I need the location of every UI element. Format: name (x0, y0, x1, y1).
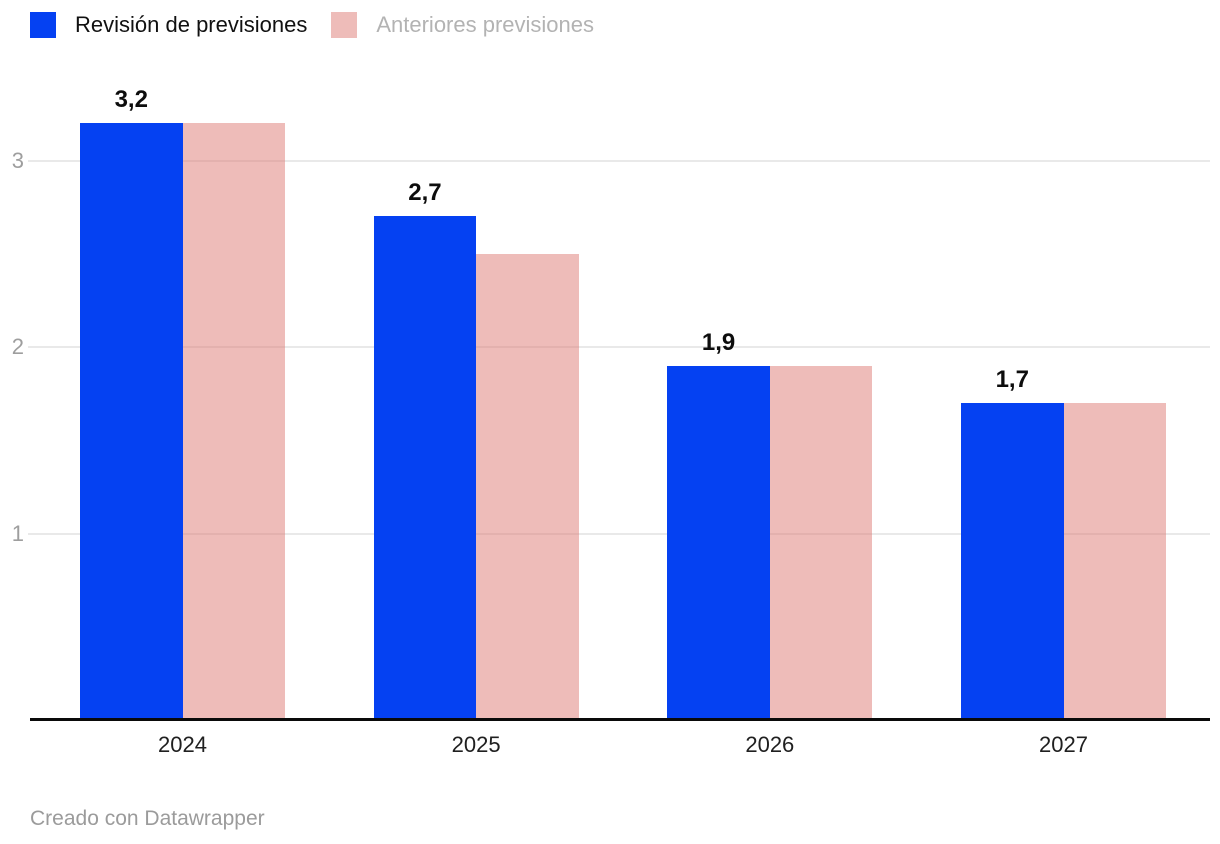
legend-swatch-anteriores (331, 12, 358, 38)
y-axis-tick-label: 1 (11, 520, 24, 546)
legend-swatch-revision (30, 12, 56, 38)
gridline (28, 346, 1210, 348)
bar-anteriores (769, 365, 873, 720)
y-axis-tick-label: 2 (11, 334, 24, 359)
bar-revision (961, 402, 1064, 720)
legend-item-revision: Revisión de previsiones (30, 12, 307, 38)
bar-revision (373, 216, 477, 720)
x-axis-category-label: 2025 (451, 732, 501, 757)
bar-revision (80, 123, 183, 720)
gridline (28, 159, 1210, 162)
x-axis-category-label: 2024 (158, 732, 207, 757)
x-axis-category-label: 2027 (1039, 732, 1088, 757)
x-axis-line (30, 718, 1210, 721)
bar-value-label: 1,9 (701, 328, 736, 356)
bar-revision (667, 365, 770, 720)
bar-value-label: 1,7 (995, 365, 1029, 393)
legend-label-anteriores: Anteriores previsiones (376, 12, 595, 37)
attribution: Creado con Datawrapper (30, 807, 265, 830)
gridline (28, 532, 1210, 535)
x-axis-category-label: 2026 (745, 732, 795, 757)
legend-item-anteriores: Anteriores previsiones (331, 12, 594, 38)
bar-value-label: 3,2 (114, 86, 148, 114)
bar-value-label: 2,7 (408, 179, 442, 207)
bar-anteriores (182, 123, 285, 720)
legend-label-revision: Revisión de previsiones (75, 12, 308, 37)
y-axis-tick-label: 3 (11, 147, 24, 173)
legend: Revisión de previsiones Anteriores previ… (30, 12, 594, 38)
bar-anteriores (1063, 402, 1166, 720)
bar-anteriores (476, 253, 579, 720)
